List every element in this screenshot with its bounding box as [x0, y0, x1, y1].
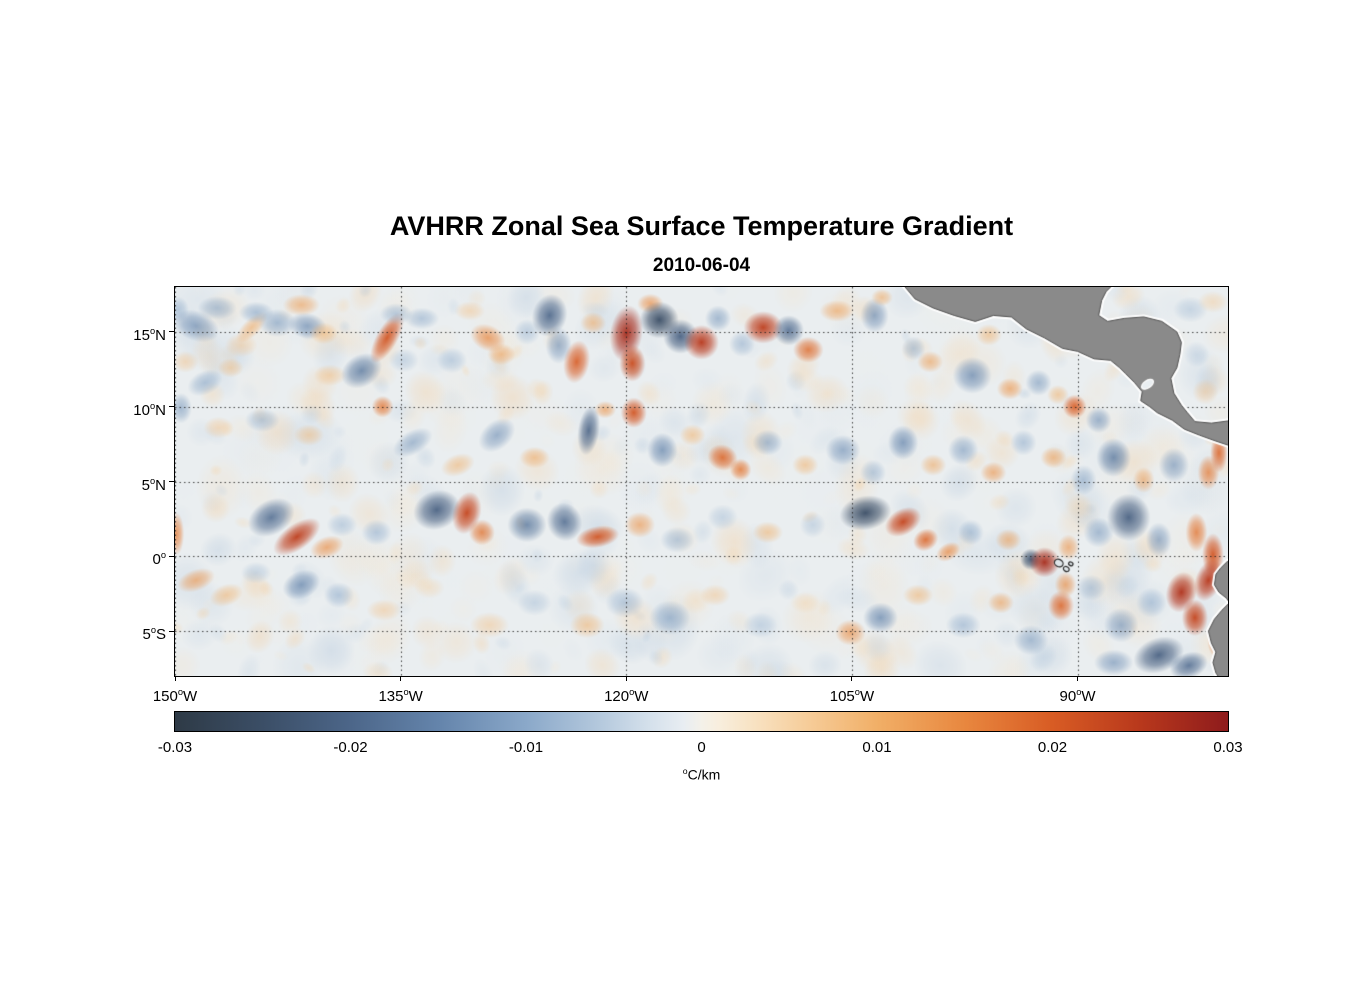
colorbar-tick-label: 0.01	[862, 739, 892, 756]
map-canvas	[175, 287, 1228, 676]
degree-symbol: o	[854, 687, 860, 697]
colorbar-gradient	[175, 712, 1228, 731]
colorbar-tick-label: -0.03	[157, 739, 193, 756]
degree-symbol: o	[403, 687, 409, 697]
degree-symbol: o	[682, 766, 688, 776]
y-axis-tick	[169, 481, 174, 482]
colorbar-unit-text: C/km	[687, 766, 721, 783]
y-axis-tick	[169, 630, 174, 632]
colorbar-tick-label: -0.02	[333, 739, 368, 756]
x-axis-tick	[1077, 676, 1079, 681]
x-axis-tick	[851, 676, 853, 681]
x-axis-tick-label: 150oW	[152, 687, 198, 705]
x-axis-tick-label: 135oW	[378, 687, 423, 705]
colorbar-unit-label: oC/km	[174, 762, 1229, 784]
colorbar-tick-label: 0.03	[1213, 739, 1243, 756]
degree-symbol: o	[149, 400, 156, 411]
colorbar-tick-label: 0	[697, 739, 706, 756]
figure-title: AVHRR Zonal Sea Surface Temperature Grad…	[389, 211, 1014, 241]
y-axis-tick-label: 0o	[152, 550, 166, 569]
degree-symbol: o	[1076, 687, 1082, 697]
y-axis-tick	[169, 331, 174, 333]
y-axis-tick	[169, 406, 174, 408]
figure-date-subtitle: 2010-06-04	[652, 255, 751, 276]
y-axis-tick	[169, 555, 174, 557]
y-axis-tick-label: 5oN	[141, 475, 166, 494]
x-axis-tick-label: 90oW	[1059, 687, 1096, 705]
degree-symbol: o	[177, 687, 184, 697]
degree-symbol: o	[149, 475, 156, 486]
y-axis-tick-label: 10oN	[133, 400, 166, 419]
x-axis-tick	[174, 676, 176, 681]
x-axis-tick	[400, 676, 402, 681]
degree-symbol: o	[150, 625, 156, 636]
degree-symbol: o	[149, 325, 156, 336]
degree-symbol: o	[629, 687, 635, 697]
colorbar	[174, 711, 1229, 732]
x-axis-tick-label: 120oW	[604, 687, 649, 705]
degree-symbol: o	[160, 550, 166, 561]
x-axis-tick-label: 105oW	[829, 687, 875, 705]
colorbar-tick-label: -0.01	[508, 739, 544, 756]
y-axis-tick-label: 15oN	[133, 325, 166, 344]
x-axis-tick	[625, 676, 627, 681]
map-plot-area	[174, 286, 1229, 677]
y-axis-tick-label: 5oS	[142, 625, 166, 644]
colorbar-tick-label: 0.02	[1037, 739, 1068, 756]
